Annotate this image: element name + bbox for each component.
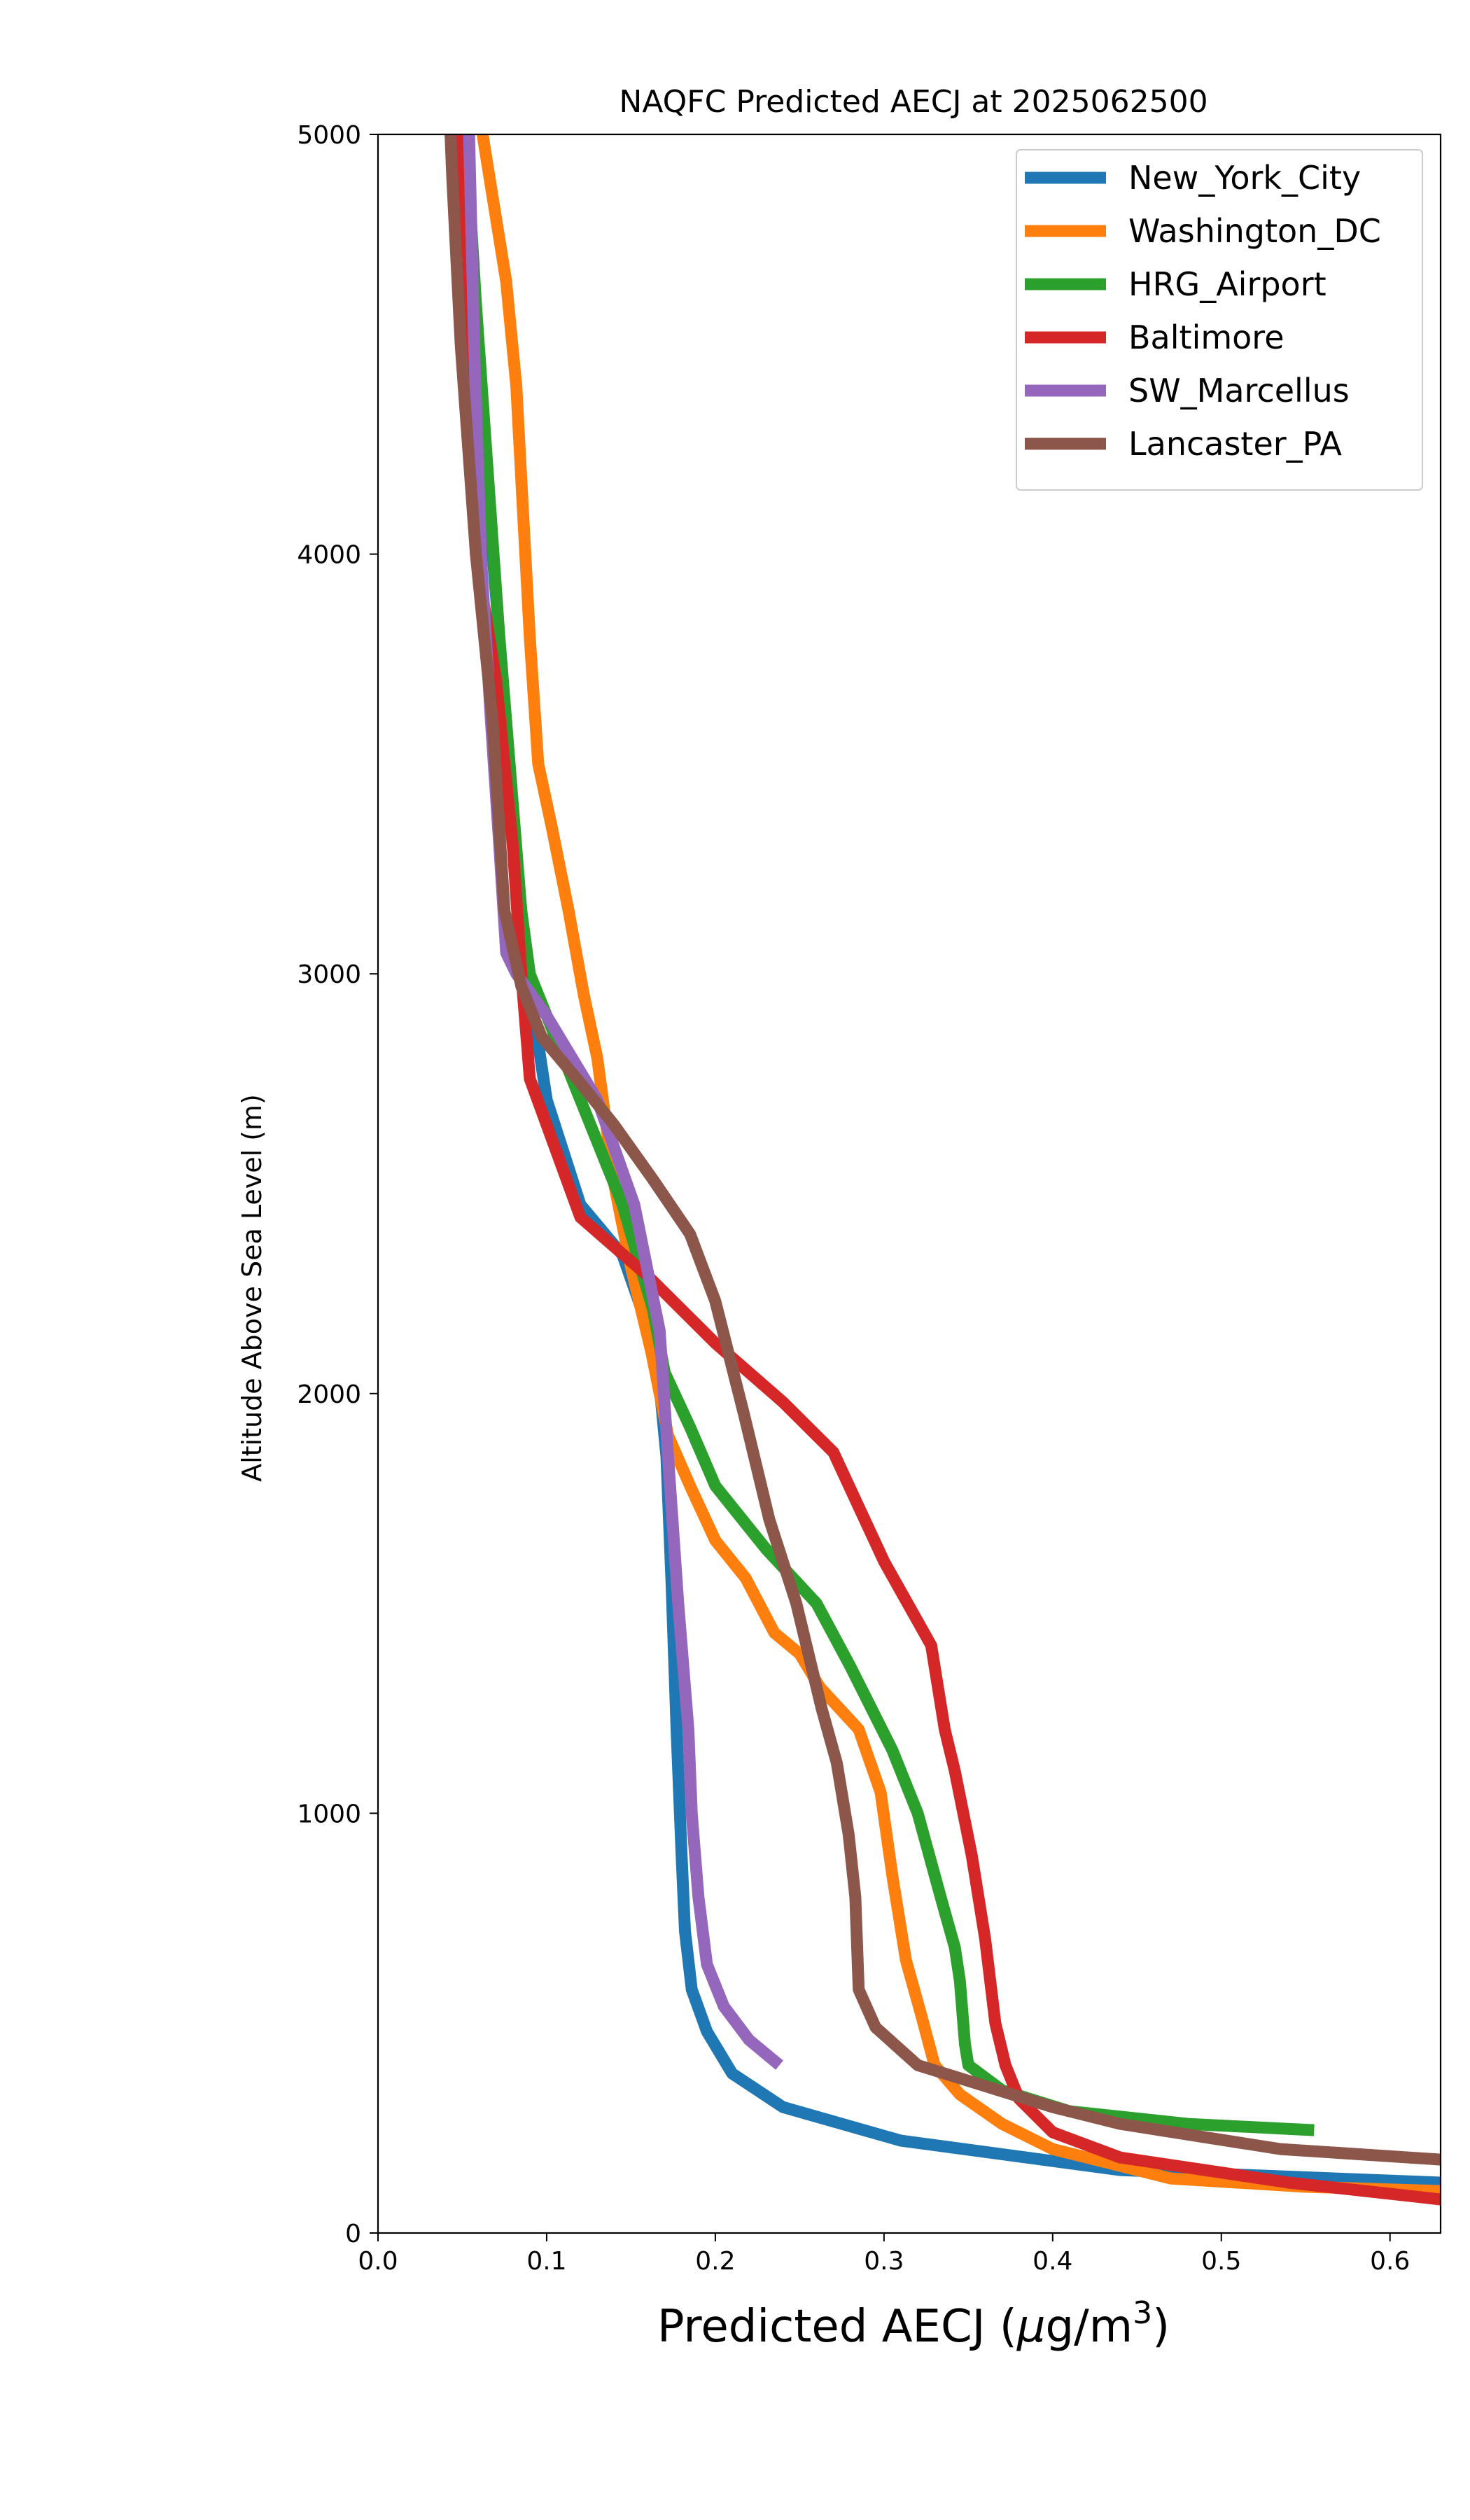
series-line-lancaster-pa [444, 134, 1441, 2166]
legend-label: Washington_DC [1128, 212, 1381, 250]
x-tick-label: 0.0 [358, 2247, 398, 2276]
x-tick-label: 0.2 [695, 2247, 735, 2276]
plot-frame [377, 133, 1442, 2234]
x-axis-label-unit: g/m [1046, 2301, 1133, 2353]
x-axis-label-close: ) [1152, 2301, 1170, 2353]
x-tick-label: 0.1 [526, 2247, 566, 2276]
y-tick-label: 0 [345, 2220, 361, 2248]
x-tick-label: 0.5 [1201, 2247, 1241, 2276]
y-axis: 0 1000 2000 3000 4000 5000 [297, 121, 378, 2248]
legend-box [1016, 149, 1423, 491]
x-tick-label: 0.3 [864, 2247, 904, 2276]
x-axis: 0.0 0.1 0.2 0.3 0.4 0.5 0.6 [358, 2233, 1410, 2276]
x-tick-label: 0.4 [1032, 2247, 1072, 2276]
legend-label: Lancaster_PA [1128, 425, 1342, 463]
series-line-baltimore [453, 134, 1441, 2206]
x-tick-label: 0.6 [1370, 2247, 1410, 2276]
legend-label: Baltimore [1128, 318, 1284, 356]
y-tick-label: 4000 [297, 541, 361, 570]
legend-label: New_York_City [1128, 159, 1361, 197]
series-line-washington-dc [476, 134, 1441, 2197]
y-tick-label: 3000 [297, 960, 361, 989]
legend-label: HRG_Airport [1128, 265, 1326, 303]
y-axis-label: Altitude Above Sea Level (m) [237, 1094, 267, 1482]
series-lines [444, 134, 1441, 2206]
chart-title: NAQFC Predicted AECJ at 2025062500 [619, 84, 1208, 120]
x-axis-label-sup: 3 [1133, 2295, 1152, 2331]
x-axis-label-mu: μ [1016, 2301, 1046, 2353]
x-axis-label-main: Predicted AECJ ( [657, 2301, 1017, 2353]
legend: New_York_City Washington_DC HRG_Airport Bal… [1016, 149, 1423, 491]
legend-label: SW_Marcellus [1128, 372, 1350, 410]
y-tick-label: 5000 [297, 121, 361, 150]
y-tick-label: 2000 [297, 1380, 361, 1409]
x-axis-label: Predicted AECJ (μg/m3) [657, 2295, 1170, 2353]
y-tick-label: 1000 [297, 1800, 361, 1828]
